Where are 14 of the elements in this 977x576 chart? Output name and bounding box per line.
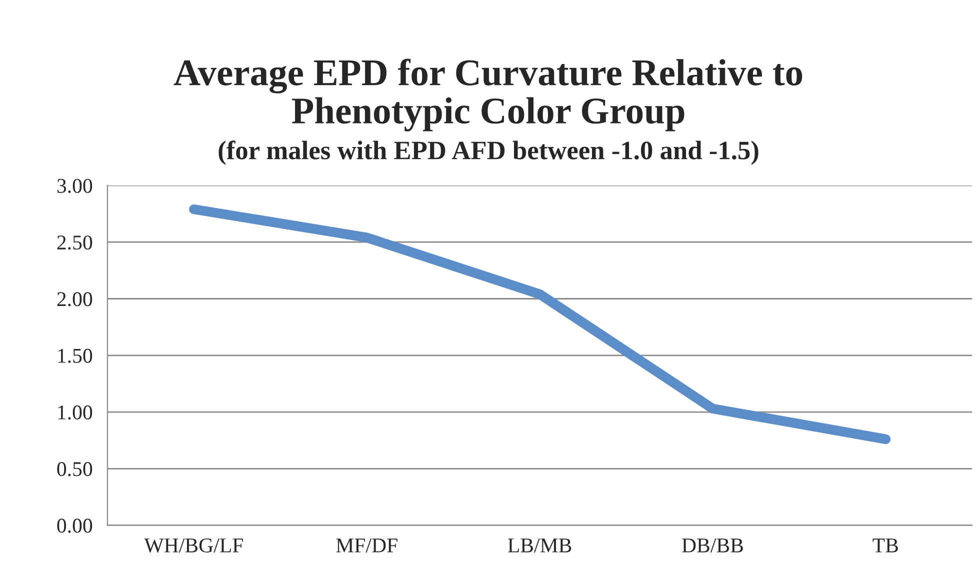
y-tick-label: 3.00 <box>57 178 92 193</box>
x-tick-label: MF/DF <box>336 538 398 552</box>
x-tick-label: LB/MB <box>508 538 572 552</box>
y-tick-label: 1.50 <box>58 348 92 363</box>
y-tick-label: 2.00 <box>57 292 92 306</box>
y-tick-label: 1.00 <box>58 405 92 420</box>
y-tick-label: 2.50 <box>57 235 92 250</box>
x-tick-label: DB/BB <box>682 538 743 552</box>
chart-subtitle: (for males with EPD AFD between -1.0 and -1.5) <box>218 140 758 165</box>
x-tick-label: TB <box>872 538 898 552</box>
chart-title: Average EPD for Curvature Relative to Phenotypic Color Group <box>174 58 802 132</box>
y-tick-label: 0.50 <box>57 462 92 476</box>
y-tick-label: 0.00 <box>57 518 92 533</box>
x-tick-label: WH/BG/LF <box>144 538 243 553</box>
